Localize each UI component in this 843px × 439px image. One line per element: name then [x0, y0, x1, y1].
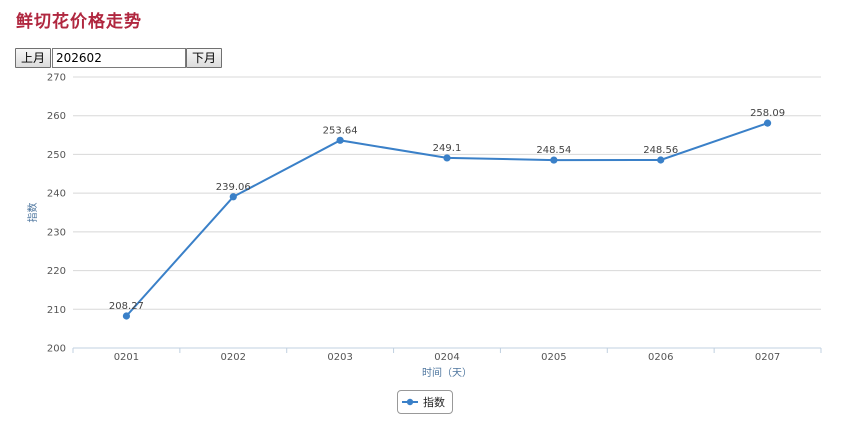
x-tick-label: 0202 — [221, 352, 246, 363]
x-axis-ticks: 0201 0202 0203 0204 0205 0206 0207 — [72, 348, 822, 363]
chart-legend[interactable]: 指数 — [397, 390, 453, 414]
x-axis-label: 时间（天） — [422, 366, 472, 379]
chart-series: 208.27 239.06 253.64 249.1 248.54 248.56 258.0… — [109, 108, 785, 320]
y-tick-label: 220 — [47, 266, 66, 277]
data-label: 249.1 — [433, 143, 462, 154]
x-tick-label: 0203 — [327, 352, 352, 363]
data-label: 248.54 — [536, 145, 571, 156]
data-point[interactable] — [657, 156, 665, 164]
data-label: 239.06 — [216, 182, 251, 193]
data-point[interactable] — [763, 119, 772, 127]
x-tick-label: 0205 — [541, 352, 566, 363]
prev-month-button[interactable]: 上月 — [15, 48, 52, 68]
y-tick-label: 270 — [47, 73, 66, 84]
y-tick-label: 210 — [47, 305, 66, 316]
data-label: 208.27 — [109, 301, 144, 312]
page-title: 鲜切花价格走势 — [16, 12, 142, 32]
x-tick-label: 0207 — [755, 352, 780, 363]
data-point[interactable] — [550, 156, 558, 164]
data-point[interactable] — [443, 154, 451, 162]
data-point[interactable] — [336, 136, 344, 144]
x-tick-label: 0204 — [434, 352, 459, 363]
y-axis-label: 指数 — [26, 203, 39, 223]
data-label: 253.64 — [323, 125, 358, 136]
legend-label: 指数 — [423, 395, 445, 409]
y-tick-label: 200 — [47, 344, 66, 355]
x-tick-label: 0206 — [648, 352, 673, 363]
legend-marker-icon — [406, 398, 414, 406]
y-axis-ticks: 200 210 220 230 240 250 260 270 — [47, 73, 66, 355]
data-point[interactable] — [122, 312, 131, 320]
data-label: 248.56 — [643, 145, 678, 156]
month-input[interactable] — [52, 48, 187, 68]
next-month-button[interactable]: 下月 — [186, 48, 223, 68]
y-tick-label: 230 — [47, 227, 66, 238]
y-tick-label: 260 — [47, 111, 66, 122]
y-tick-label: 250 — [47, 150, 66, 161]
x-tick-label: 0201 — [114, 352, 139, 363]
legend-item: 指数 — [402, 395, 445, 409]
data-label: 258.09 — [750, 108, 785, 119]
month-navigator: 上月 下月 — [15, 48, 223, 68]
data-point[interactable] — [229, 193, 237, 201]
y-tick-label: 240 — [47, 189, 66, 200]
chart-grid — [73, 76, 821, 310]
